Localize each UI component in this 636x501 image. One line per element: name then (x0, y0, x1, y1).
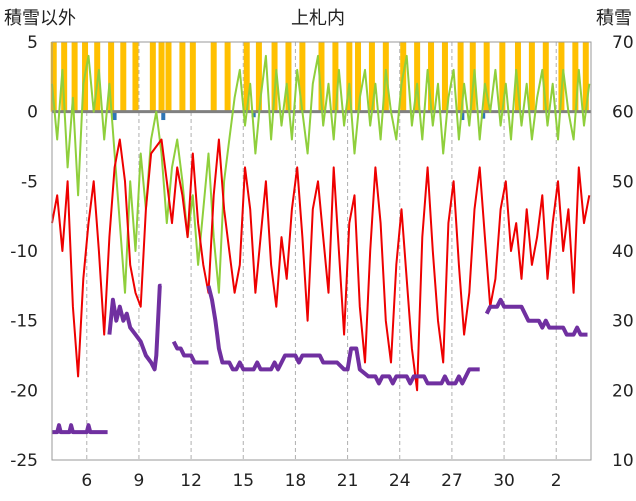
sunshine-bar (243, 42, 250, 112)
sunshine-bar (158, 42, 165, 112)
left-tick-label: -25 (10, 451, 38, 471)
left-axis-title: 積雪以外 (4, 8, 76, 29)
sunshine-bar (499, 42, 506, 112)
sunshine-bar (514, 42, 521, 112)
x-tick-label: 2 (551, 471, 562, 491)
sunshine-bar (255, 42, 262, 112)
series-layer (51, 54, 591, 435)
x-tick-label: 24 (389, 471, 411, 491)
sunshine-bar (71, 42, 78, 112)
x-tick-label: 6 (81, 471, 92, 491)
sunshine-bar (132, 42, 139, 112)
sunshine-bar (149, 42, 156, 112)
sunshine-bar (179, 42, 186, 112)
sunshine-bar (368, 42, 375, 112)
right-tick-label: 20 (612, 381, 634, 401)
left-tick-label: -15 (10, 312, 38, 332)
x-tick-label: 9 (134, 471, 145, 491)
sunshine-bar (318, 42, 325, 112)
right-tick-label: 50 (612, 172, 634, 192)
sunshine-bar (120, 42, 127, 112)
right-tick-label: 70 (612, 33, 634, 53)
x-tick-label: 12 (180, 471, 202, 491)
sunshine-bar (469, 42, 476, 112)
snow-depth-line (52, 423, 108, 435)
temperature-line (51, 138, 591, 392)
x-tick-label: 27 (441, 471, 463, 491)
sunshine-bar (428, 42, 435, 112)
sunshine-bar (210, 42, 217, 112)
sunshine-bar (457, 42, 464, 112)
sunshine-bar (572, 42, 579, 112)
snow-depth-line (107, 283, 162, 372)
sunshine-bar (542, 42, 549, 112)
sunshine-bar (189, 42, 196, 112)
sunshine-bar (224, 42, 231, 112)
left-axis-ticks: 5 0 -5 -10 -15 -20 -25 (10, 33, 38, 471)
right-axis-ticks: 70 60 50 40 30 20 10 (612, 33, 634, 471)
sunshine-bar (299, 42, 306, 112)
right-tick-label: 60 (612, 103, 634, 123)
chart-title: 上札内 (291, 8, 345, 29)
precip-bar (251, 111, 256, 118)
green-series-line (51, 54, 591, 294)
sunshine-bar (355, 42, 362, 112)
right-tick-label: 40 (612, 242, 634, 262)
precip-bar (112, 111, 117, 121)
left-tick-label: -20 (10, 381, 38, 401)
sunshine-bar (332, 42, 339, 112)
right-tick-label: 10 (612, 451, 634, 471)
left-tick-label: -5 (21, 172, 38, 192)
sunshine-bar (50, 42, 57, 112)
left-tick-label: 0 (27, 103, 38, 123)
x-axis-ticks: 6 9 12 15 18 21 24 27 30 2 (81, 471, 561, 491)
left-tick-label: 5 (27, 33, 38, 53)
snow-depth-line (206, 285, 480, 386)
snow-depth-line (171, 340, 209, 365)
sunshine-bar (108, 42, 115, 112)
right-axis-title: 積雪 (596, 8, 632, 29)
precip-bar (161, 111, 166, 121)
sunshine-bar (558, 42, 565, 112)
sunshine-bar (61, 42, 68, 112)
sunshine-bar (441, 42, 448, 112)
precip-bar (460, 111, 465, 121)
sunshine-bar (285, 42, 292, 112)
x-tick-label: 21 (337, 471, 359, 491)
x-tick-label: 15 (232, 471, 254, 491)
sunshine-bar (414, 42, 421, 112)
precip-bar (481, 111, 486, 119)
sunshine-bar (528, 42, 535, 112)
left-tick-label: -10 (10, 242, 38, 262)
sunshine-bar (483, 42, 490, 112)
x-tick-label: 18 (285, 471, 307, 491)
plot-frame (51, 41, 592, 461)
sunshine-bar (271, 42, 278, 112)
sunshine-bar (582, 42, 589, 112)
right-tick-label: 30 (612, 312, 634, 332)
sunshine-bar (346, 42, 353, 112)
sunshine-bar (165, 42, 172, 112)
x-tick-label: 30 (493, 471, 515, 491)
snow-depth-line (484, 297, 588, 337)
